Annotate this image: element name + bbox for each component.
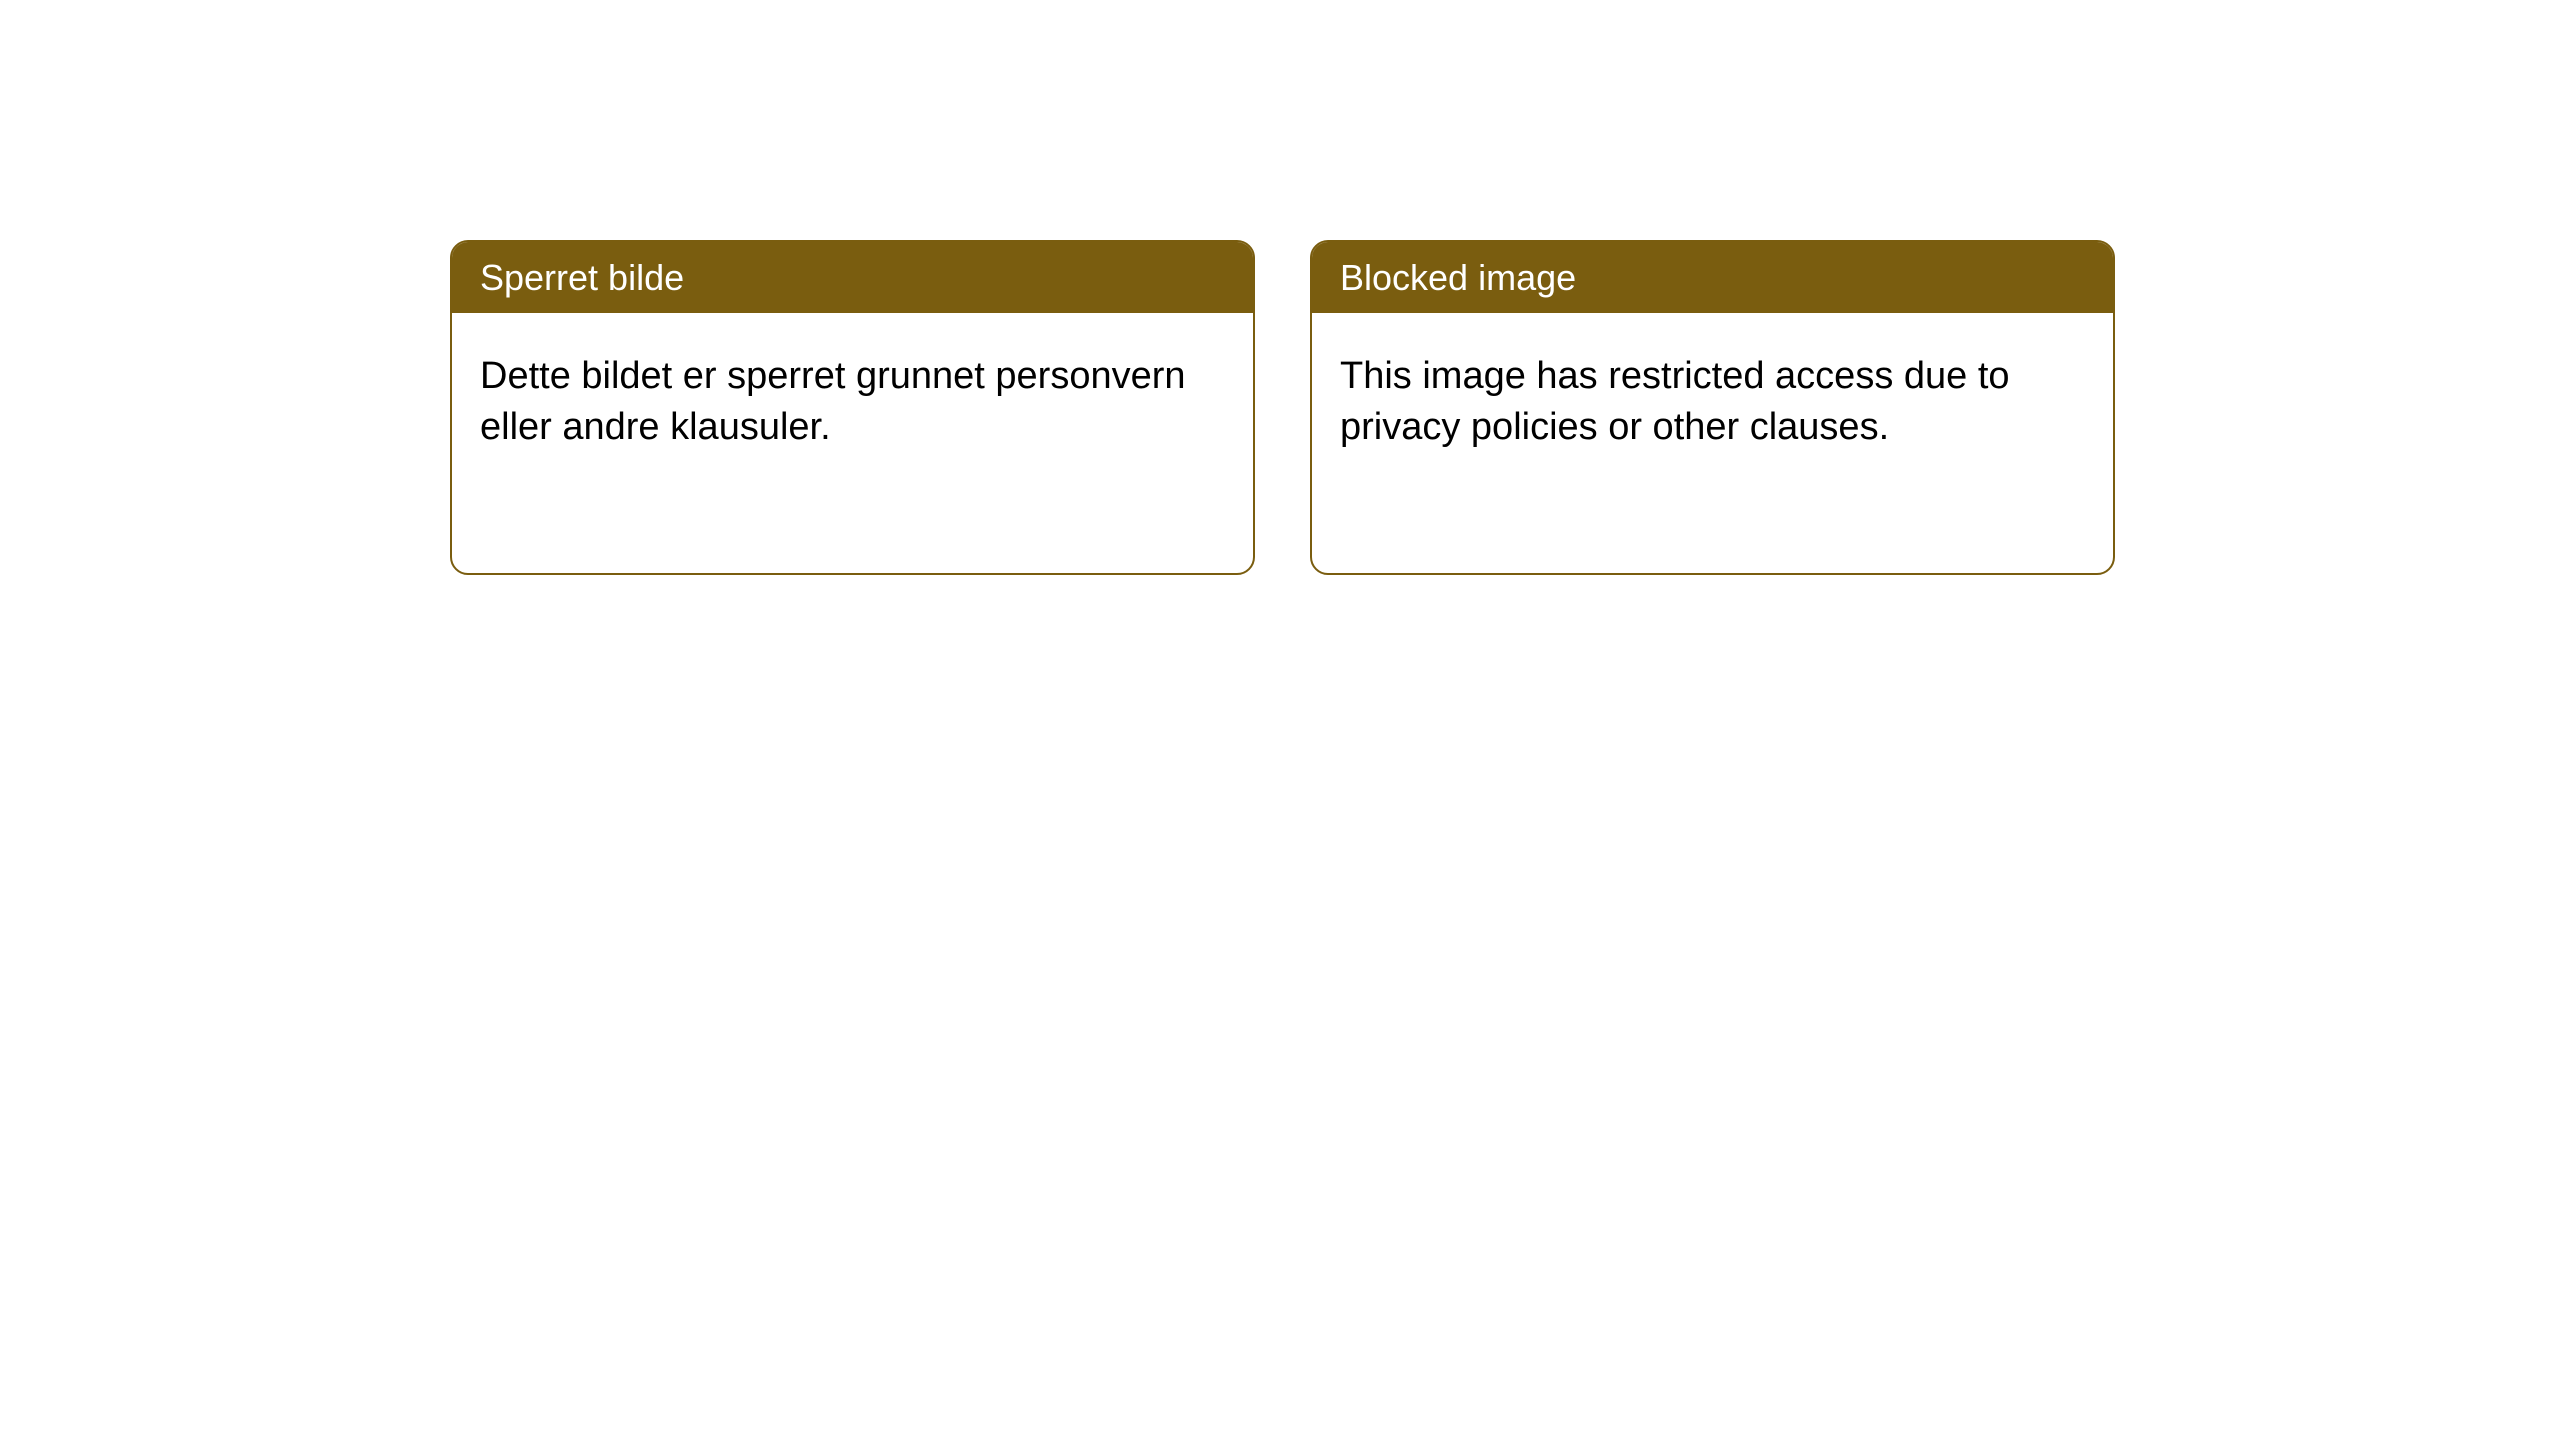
notice-header: Blocked image	[1312, 242, 2113, 313]
notice-card-english: Blocked image This image has restricted …	[1310, 240, 2115, 575]
notice-header: Sperret bilde	[452, 242, 1253, 313]
notice-cards-container: Sperret bilde Dette bildet er sperret gr…	[450, 240, 2560, 575]
notice-card-norwegian: Sperret bilde Dette bildet er sperret gr…	[450, 240, 1255, 575]
notice-body: This image has restricted access due to …	[1312, 313, 2113, 492]
notice-body: Dette bildet er sperret grunnet personve…	[452, 313, 1253, 492]
